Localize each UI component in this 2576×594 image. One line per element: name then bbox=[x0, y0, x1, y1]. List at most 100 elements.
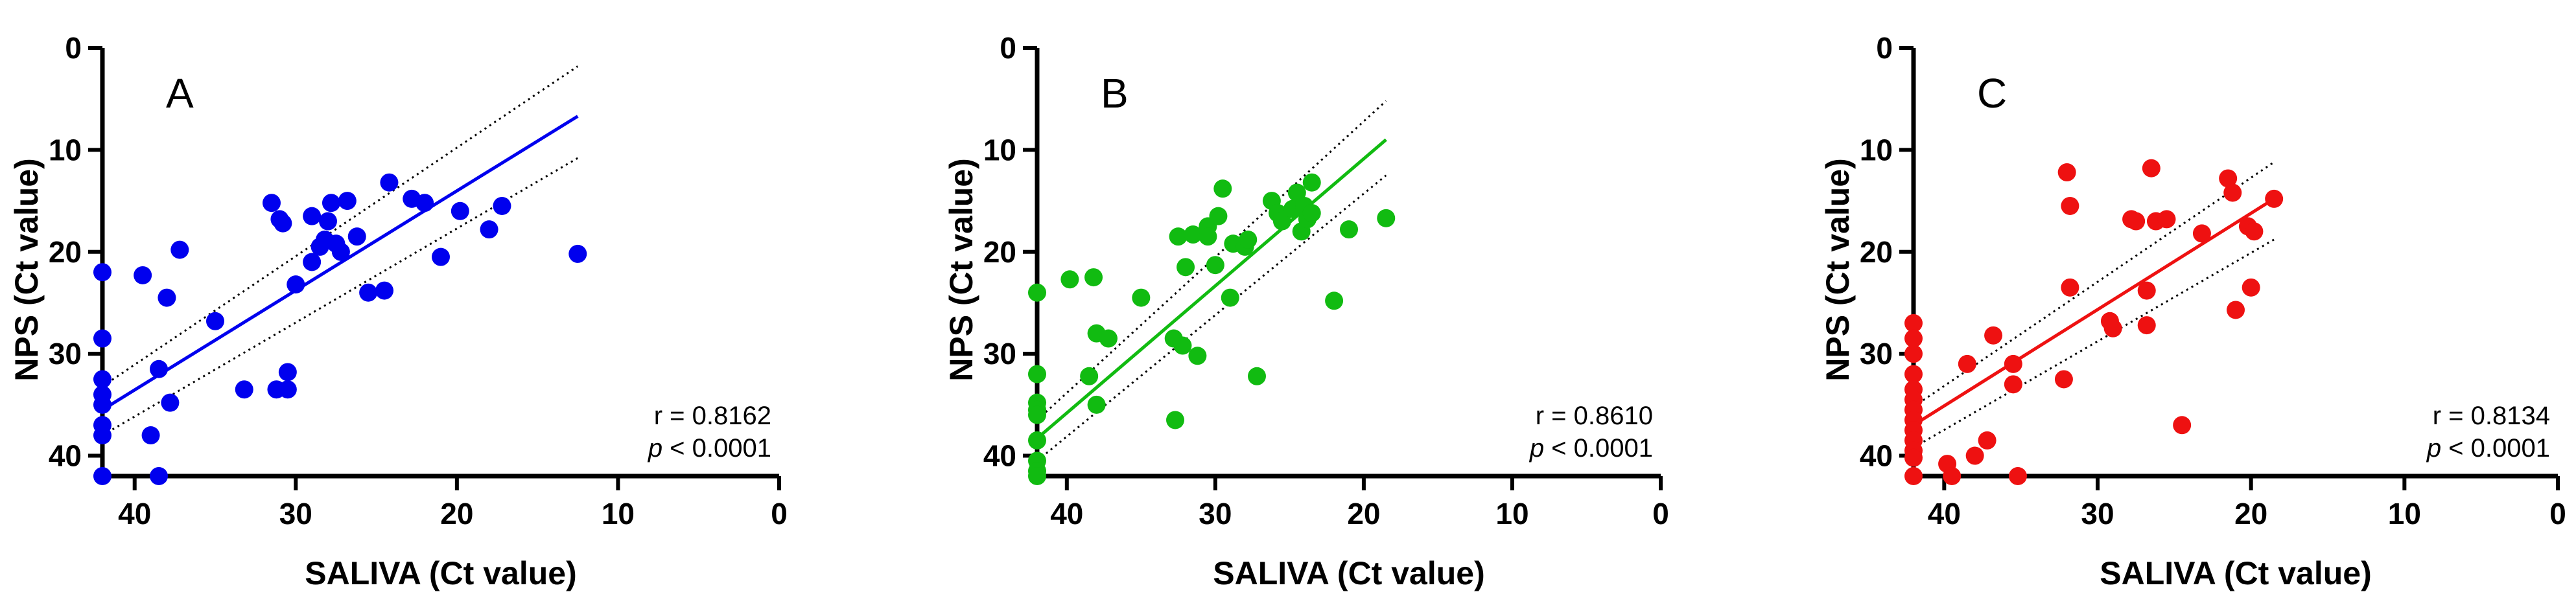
data-point bbox=[1199, 227, 1217, 246]
data-point bbox=[1904, 314, 1923, 332]
data-point bbox=[2245, 222, 2264, 241]
data-point bbox=[287, 275, 305, 294]
data-point bbox=[1302, 173, 1321, 192]
data-point bbox=[2265, 189, 2284, 208]
p-value: p < 0.0001 bbox=[2426, 434, 2550, 463]
data-point bbox=[1028, 431, 1046, 450]
x-tick-label: 40 bbox=[118, 497, 151, 531]
data-point bbox=[2057, 163, 2076, 182]
data-point bbox=[150, 467, 168, 485]
x-tick-label: 30 bbox=[2081, 497, 2114, 531]
data-point bbox=[375, 281, 393, 300]
data-point bbox=[2004, 354, 2022, 373]
data-point bbox=[303, 253, 322, 271]
y-tick-label: 20 bbox=[49, 235, 82, 269]
data-point bbox=[432, 247, 450, 266]
p-value: p < 0.0001 bbox=[1529, 434, 1653, 463]
p-value-text: < 0.0001 bbox=[2441, 434, 2550, 463]
data-point bbox=[359, 283, 378, 302]
data-point bbox=[170, 240, 189, 259]
panel-b: 0 10 20 30 40 40 30 20 10 0 SALIVA (Ct value) NPS (… bbox=[943, 31, 1669, 591]
data-point bbox=[2061, 278, 2079, 297]
data-point bbox=[1325, 291, 1344, 310]
panel-c: 0 10 20 30 40 40 30 20 10 0 SALIVA (Ct value) NPS (… bbox=[1820, 31, 2566, 591]
data-point bbox=[150, 360, 168, 378]
ci-lower-line bbox=[102, 157, 579, 437]
panel-label: B bbox=[1101, 70, 1129, 117]
data-point bbox=[274, 214, 292, 233]
data-point bbox=[278, 380, 297, 399]
data-point bbox=[322, 194, 340, 212]
y-tick-label: 10 bbox=[983, 133, 1016, 166]
data-point bbox=[380, 173, 399, 192]
y-axis-title: NPS (Ct value) bbox=[1820, 158, 1856, 382]
data-point bbox=[2242, 278, 2260, 297]
data-point bbox=[1206, 256, 1224, 275]
data-point bbox=[1340, 220, 1358, 239]
data-point bbox=[1984, 326, 2003, 345]
data-point bbox=[493, 196, 511, 215]
data-point bbox=[1166, 411, 1185, 429]
y-tick-label: 10 bbox=[49, 133, 82, 166]
x-tick-label: 10 bbox=[1495, 497, 1528, 531]
data-point bbox=[2004, 375, 2022, 394]
data-point bbox=[1028, 467, 1046, 485]
data-point bbox=[1904, 448, 1923, 467]
data-point bbox=[278, 363, 297, 382]
ci-lower-line bbox=[1913, 238, 2275, 449]
x-tick-label: 20 bbox=[2234, 497, 2267, 531]
y-tick-label: 30 bbox=[49, 337, 82, 371]
data-point bbox=[347, 227, 366, 246]
r-value: r = 0.8134 bbox=[2433, 402, 2550, 430]
x-axis-title: SALIVA (Ct value) bbox=[305, 555, 576, 591]
y-tick-label: 0 bbox=[1876, 31, 1893, 65]
regression-line bbox=[1036, 138, 1387, 440]
p-value: p < 0.0001 bbox=[648, 434, 771, 463]
data-point bbox=[1080, 367, 1099, 385]
data-point bbox=[1904, 467, 1923, 485]
data-point bbox=[2173, 416, 2192, 435]
data-point bbox=[93, 467, 111, 485]
x-tick-label: 40 bbox=[1928, 497, 1961, 531]
data-point bbox=[1958, 354, 1976, 373]
data-point bbox=[1173, 336, 1192, 355]
data-point bbox=[2157, 210, 2176, 229]
data-point bbox=[93, 329, 111, 348]
panel-label: C bbox=[1977, 70, 2007, 117]
data-point bbox=[1247, 367, 1266, 385]
data-point bbox=[2137, 316, 2156, 335]
x-tick-label: 40 bbox=[1050, 497, 1083, 531]
x-tick-label: 0 bbox=[1652, 497, 1669, 531]
data-point bbox=[2137, 281, 2156, 300]
x-axis-title: SALIVA (Ct value) bbox=[2100, 555, 2371, 591]
y-tick-label: 40 bbox=[983, 439, 1016, 473]
data-point bbox=[2223, 183, 2242, 202]
data-point bbox=[1904, 329, 1923, 348]
y-tick-label: 30 bbox=[1860, 337, 1893, 371]
p-symbol: p bbox=[1529, 434, 1544, 463]
data-point bbox=[2054, 370, 2073, 389]
data-point bbox=[2219, 169, 2238, 188]
data-point bbox=[93, 426, 111, 445]
data-point bbox=[1060, 270, 1079, 289]
data-point bbox=[1239, 230, 1258, 249]
data-point bbox=[1904, 365, 1923, 383]
r-value: r = 0.8162 bbox=[654, 402, 771, 430]
data-point bbox=[1965, 446, 1984, 465]
data-point bbox=[568, 244, 587, 263]
data-point bbox=[161, 393, 180, 412]
y-tick-label: 0 bbox=[65, 31, 82, 65]
data-point bbox=[2061, 196, 2079, 215]
data-point bbox=[1302, 203, 1321, 222]
y-axis-title: NPS (Ct value) bbox=[943, 158, 979, 382]
data-point bbox=[134, 266, 152, 284]
data-point bbox=[141, 426, 160, 445]
data-point bbox=[93, 370, 111, 389]
data-point bbox=[1188, 347, 1207, 365]
data-point bbox=[1184, 225, 1202, 244]
p-value-text: < 0.0001 bbox=[1544, 434, 1653, 463]
y-tick-label: 40 bbox=[1860, 439, 1893, 473]
x-tick-label: 20 bbox=[1347, 497, 1380, 531]
data-point bbox=[206, 312, 224, 330]
